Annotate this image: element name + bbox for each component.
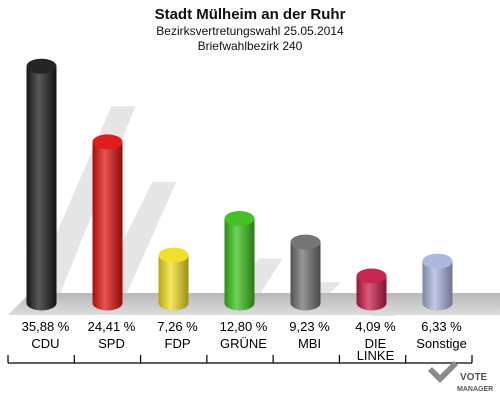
checkmark-icon xyxy=(428,361,458,383)
bar-top xyxy=(290,234,321,250)
bar-group xyxy=(26,58,453,311)
vote-manager-logo: VOTE MANAGER xyxy=(428,361,493,393)
bar-die-linke xyxy=(356,276,387,311)
value-label: 12,80 % xyxy=(220,319,268,334)
category-label: FDP xyxy=(165,336,191,351)
chart-subtitle-line-2: Briefwahlbezirk 240 xyxy=(198,39,303,53)
logo-line-1: VOTE xyxy=(460,372,488,383)
category-label: CDU xyxy=(31,336,59,351)
category-axis-brackets xyxy=(7,355,473,364)
value-label: 24,41 % xyxy=(88,319,136,334)
category-label: SPD xyxy=(98,336,125,351)
value-label: 4,09 % xyxy=(355,319,396,334)
chart-title: Stadt Mülheim an der Ruhr xyxy=(155,6,346,23)
category-label: LINKE xyxy=(357,348,395,363)
category-label: Sonstige xyxy=(416,336,467,351)
category-label: DIE xyxy=(365,336,387,351)
value-label: 9,23 % xyxy=(289,319,330,334)
value-label: 7,26 % xyxy=(157,319,198,334)
bar-top xyxy=(224,211,255,227)
bar-mbi xyxy=(290,242,321,311)
bar-grüne xyxy=(224,218,255,311)
bar-top xyxy=(92,134,123,150)
logo-line-2: MANAGER xyxy=(457,386,493,393)
value-label: 6,33 % xyxy=(421,319,462,334)
bar-spd xyxy=(92,141,123,311)
bar-fdp xyxy=(158,255,189,311)
bar-sonstige xyxy=(422,261,453,311)
bar-top xyxy=(26,58,57,74)
bar-top xyxy=(356,268,387,284)
category-label: GRÜNE xyxy=(220,336,267,351)
value-label: 35,88 % xyxy=(22,319,70,334)
value-label-group: 35,88 % 24,41 % 7,26 % 12,80 % 9,23 % 4,09 % 6… xyxy=(22,319,463,334)
chart-subtitle-line-1: Bezirksvertretungswahl 25.05.2014 xyxy=(156,24,344,38)
category-label: MBI xyxy=(298,336,321,351)
bar-cdu xyxy=(26,66,57,311)
bar-top xyxy=(422,253,453,269)
bar-top xyxy=(158,247,189,263)
